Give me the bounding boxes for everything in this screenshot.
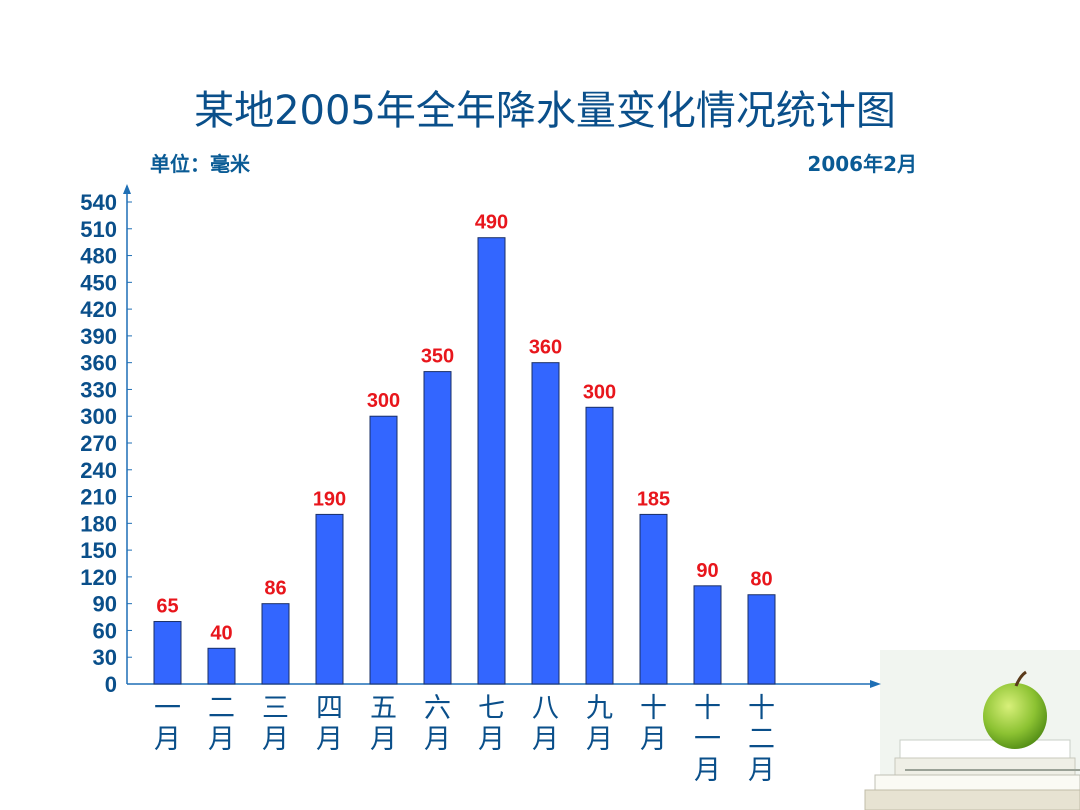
bar-value-label: 86	[264, 578, 286, 600]
bar-value-label: 490	[475, 212, 508, 234]
y-tick-label: 210	[80, 485, 117, 510]
y-tick-label: 120	[80, 565, 117, 590]
x-category-label: 月	[478, 724, 505, 755]
y-tick-label: 390	[80, 324, 117, 349]
bar-value-label: 360	[529, 337, 562, 359]
y-tick-label: 90	[93, 592, 117, 617]
bar-value-label: 190	[313, 488, 346, 510]
apple-books-decoration	[864, 650, 1080, 810]
bar-value-label: 350	[421, 346, 454, 368]
axes: 0306090120150180210240270300330360390420…	[80, 184, 881, 697]
x-category-label: 八	[532, 693, 559, 724]
y-tick-label: 330	[80, 377, 117, 402]
x-category-label: 月	[262, 724, 289, 755]
bar-value-label: 185	[637, 488, 670, 510]
bar-value-label: 65	[156, 596, 178, 618]
bar-value-label: 300	[367, 390, 400, 412]
bar	[315, 513, 344, 685]
x-category-label: 十	[694, 693, 721, 724]
x-axis-arrow	[870, 680, 881, 688]
x-category-label: 二	[748, 724, 775, 755]
date-label: 2006年2月	[807, 152, 917, 176]
y-tick-label: 450	[80, 270, 117, 295]
x-category-label: 月	[154, 724, 181, 755]
x-category-label: 三	[262, 693, 289, 724]
y-tick-label: 480	[80, 244, 117, 269]
y-tick-label: 270	[80, 431, 117, 456]
bar	[261, 603, 290, 685]
bar	[423, 371, 452, 685]
bar	[207, 647, 236, 685]
y-tick-label: 360	[80, 351, 117, 376]
x-category-label: 五	[370, 693, 397, 724]
y-tick-label: 0	[105, 672, 117, 697]
x-category-label: 月	[532, 724, 559, 755]
bars-group: 65一月40二月86三月190四月300五月350六月490七月360八月300…	[153, 212, 776, 786]
y-axis-arrow	[123, 184, 131, 194]
bar	[531, 362, 560, 685]
x-category-label: 月	[208, 724, 235, 755]
bar	[747, 594, 776, 685]
y-tick-label: 540	[80, 190, 117, 215]
x-category-label: 一	[154, 693, 181, 724]
x-category-label: 月	[640, 724, 667, 755]
y-tick-label: 510	[80, 217, 117, 242]
bar	[585, 406, 614, 685]
x-category-label: 七	[478, 693, 505, 724]
x-category-label: 月	[316, 724, 343, 755]
y-tick-label: 420	[80, 297, 117, 322]
x-category-label: 二	[208, 693, 235, 724]
x-category-label: 月	[694, 755, 721, 786]
x-category-label: 月	[424, 724, 451, 755]
y-tick-label: 30	[93, 645, 117, 670]
x-category-label: 一	[694, 724, 721, 755]
y-tick-label: 60	[93, 618, 117, 643]
y-tick-label: 300	[80, 404, 117, 429]
x-category-label: 十	[640, 693, 667, 724]
apple-icon	[983, 683, 1047, 749]
y-tick-label: 150	[80, 538, 117, 563]
bar	[639, 513, 668, 685]
bar-value-label: 300	[583, 381, 616, 403]
x-category-label: 十	[748, 693, 775, 724]
x-category-label: 月	[586, 724, 613, 755]
bar	[693, 585, 722, 685]
bar	[153, 621, 182, 685]
x-category-label: 月	[370, 724, 397, 755]
bar-value-label: 80	[750, 569, 772, 591]
y-tick-label: 240	[80, 458, 117, 483]
unit-label: 单位：毫米	[150, 152, 250, 176]
bar	[369, 415, 398, 685]
x-category-label: 六	[424, 693, 451, 724]
bar-value-label: 90	[696, 560, 718, 582]
bar	[477, 237, 506, 685]
y-tick-label: 180	[80, 511, 117, 536]
chart-title: 某地2005年全年降水量变化情况统计图	[194, 88, 896, 134]
x-category-label: 四	[316, 693, 343, 724]
x-category-label: 月	[748, 755, 775, 786]
bar-value-label: 40	[210, 622, 232, 644]
x-category-label: 九	[586, 693, 613, 724]
